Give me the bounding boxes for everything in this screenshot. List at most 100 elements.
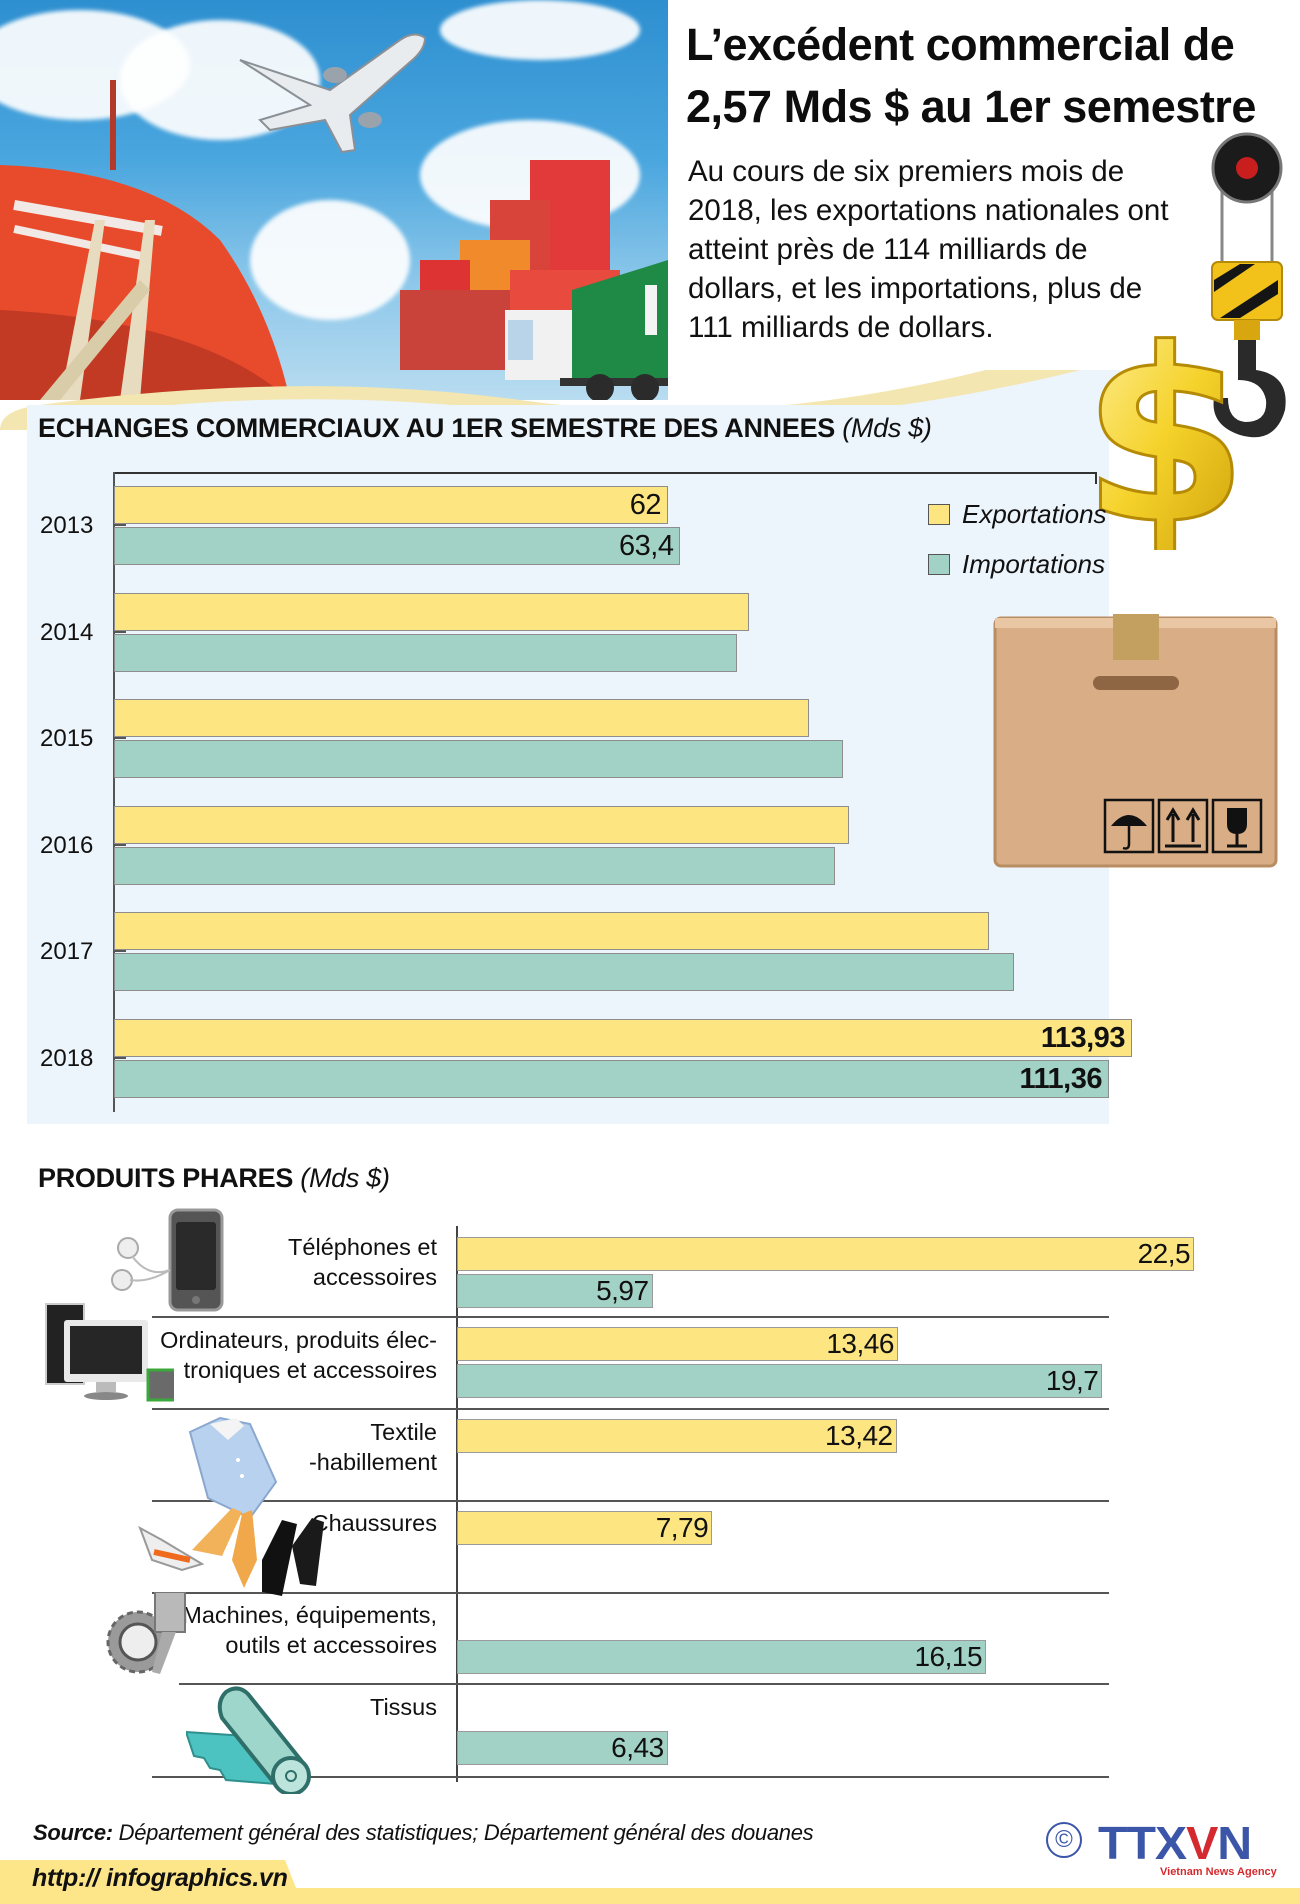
source-note: Source: Département général des statisti… — [33, 1820, 814, 1846]
airplane-icon — [239, 33, 427, 154]
website-link[interactable]: http:// infographics.vn — [32, 1864, 288, 1892]
axis-tick — [114, 737, 126, 740]
chart1-title-text: ECHANGES COMMERCIAUX AU 1ER SEMESTRE DES… — [38, 413, 836, 443]
crane-hook-icon — [1211, 132, 1286, 438]
intro-line: atteint près de 114 milliards de — [688, 233, 1088, 266]
axis-tick — [114, 524, 126, 526]
export-bar — [114, 805, 850, 844]
product-export-bar: 22,5 — [457, 1237, 1195, 1271]
bar-value-label: 7,79 — [655, 1512, 709, 1543]
bar-value-label: 63,4 — [619, 529, 674, 562]
product-label: Tissus — [369, 1694, 437, 1720]
bar-value-label: 62 — [629, 488, 662, 521]
source-text: Département général des statistiques; Dé… — [112, 1820, 814, 1845]
import-bar — [114, 740, 844, 779]
export-bar: 113,93 — [114, 1019, 1132, 1057]
bar-value-label: 13,46 — [826, 1328, 894, 1359]
legend-item-exports: Exportations — [928, 498, 1107, 530]
year-label: 2016 — [40, 831, 94, 859]
bar-value-label: 13,42 — [825, 1420, 893, 1451]
product-label: Textile -habillement — [308, 1419, 437, 1475]
chart1-legend: Exportations Importations — [928, 498, 1107, 598]
computer-chip-icon — [45, 1303, 174, 1402]
chart1-unit: (Mds $) — [842, 413, 932, 443]
bar-value-label: 113,93 — [1040, 1021, 1126, 1054]
hero-photo — [0, 0, 668, 400]
intro-line: dollars, et les importations, plus de — [688, 272, 1143, 305]
logo-text-b: N — [1217, 1817, 1252, 1869]
intro-paragraph: Au cours de six premiers mois de 2018, l… — [688, 152, 1208, 347]
chart1-title: ECHANGES COMMERCIAUX AU 1ER SEMESTRE DES… — [38, 413, 932, 444]
intro-line: 2018, les exportations nationales ont — [688, 194, 1169, 227]
product-label: Chaussures — [311, 1510, 437, 1536]
page-title: L’excédent commercial de 2,57 Mds $ au 1… — [686, 14, 1286, 138]
logo-text-v: V — [1186, 1817, 1218, 1869]
year-label: 2013 — [40, 512, 94, 539]
bar-value-label: 5,97 — [596, 1275, 649, 1306]
footer-band — [0, 1860, 1300, 1904]
fragile-glass-icon — [1211, 798, 1263, 854]
export-bar — [114, 699, 810, 738]
intro-line: Au cours de six premiers mois de — [688, 155, 1125, 188]
this-way-up-arrows-icon — [1157, 798, 1209, 854]
legend-item-imports: Importations — [928, 548, 1107, 580]
year-label: 2014 — [40, 618, 94, 646]
page-title-line-1: L’excédent commercial de — [686, 19, 1235, 70]
import-bar: 111,36 — [114, 1060, 1109, 1098]
export-bar — [114, 912, 989, 951]
axis-tick — [114, 630, 126, 633]
product-export-bar: 13,46 — [457, 1327, 898, 1361]
cardboard-box-icon — [993, 614, 1278, 868]
legend-label-exports: Exportations — [962, 498, 1107, 529]
import-bar — [114, 953, 1014, 992]
bar-value-label: 22,5 — [1137, 1238, 1191, 1269]
row-separator — [152, 1316, 1109, 1318]
shoes-icon — [138, 1508, 324, 1596]
axis-tick — [114, 1057, 126, 1059]
year-label: 2018 — [40, 1045, 94, 1072]
cargo-ship-icon — [0, 80, 290, 400]
page-title-line-2: 2,57 Mds $ au 1er semestre — [686, 81, 1256, 132]
row-separator — [152, 1776, 1109, 1778]
product-label: Ordinateurs, produits élec-troniques et … — [160, 1327, 437, 1383]
product-export-bar: 7,79 — [457, 1511, 713, 1545]
row-separator — [152, 1500, 1109, 1502]
chart2-unit: (Mds $) — [300, 1163, 390, 1193]
svg-text:$: $ — [1082, 310, 1249, 550]
export-bar: 62 — [114, 486, 668, 524]
product-import-bar: 19,7 — [457, 1364, 1103, 1398]
axis-tick — [114, 950, 126, 953]
chart2-title-text: PRODUITS PHARES — [38, 1163, 294, 1193]
source-label: Source: — [33, 1820, 113, 1845]
product-label: Téléphones et accessoires — [288, 1234, 437, 1290]
product-export-bar: 13,42 — [457, 1419, 897, 1453]
ttxvn-logo: TTXVN — [1098, 1817, 1252, 1869]
intro-line: 111 milliards de dollars. — [688, 311, 994, 344]
row-separator — [179, 1683, 1109, 1685]
gold-dollar-icon: $ — [1080, 310, 1250, 550]
bar-value-label: 6,43 — [611, 1732, 664, 1763]
year-label: 2017 — [40, 938, 94, 966]
row-separator — [152, 1592, 1109, 1594]
import-bar — [114, 846, 836, 885]
import-bar: 63,4 — [114, 527, 681, 565]
legend-swatch-exports — [928, 503, 950, 525]
export-bar — [114, 592, 750, 631]
product-import-bar: 16,15 — [457, 1640, 987, 1674]
chart1-y-axis — [113, 472, 115, 1112]
chart2-y-axis — [456, 1226, 458, 1782]
bar-value-label: 111,36 — [1019, 1062, 1103, 1095]
bar-value-label: 19,7 — [1045, 1365, 1099, 1396]
row-separator — [152, 1408, 1109, 1410]
bar-value-label: 16,15 — [914, 1641, 983, 1672]
year-label: 2015 — [40, 725, 94, 753]
copyright-icon: © — [1046, 1822, 1082, 1858]
logo-subtitle: Vietnam News Agency — [1160, 1866, 1277, 1878]
product-import-bar: 5,97 — [457, 1274, 653, 1308]
containers-truck-icon — [400, 160, 668, 400]
gear-piston-icon — [106, 1592, 186, 1674]
fabric-roll-icon — [186, 1686, 311, 1794]
shirt-icon — [188, 1416, 278, 1520]
chart1-frame-top — [114, 472, 1097, 474]
chart1-frame-corner — [1095, 472, 1097, 484]
